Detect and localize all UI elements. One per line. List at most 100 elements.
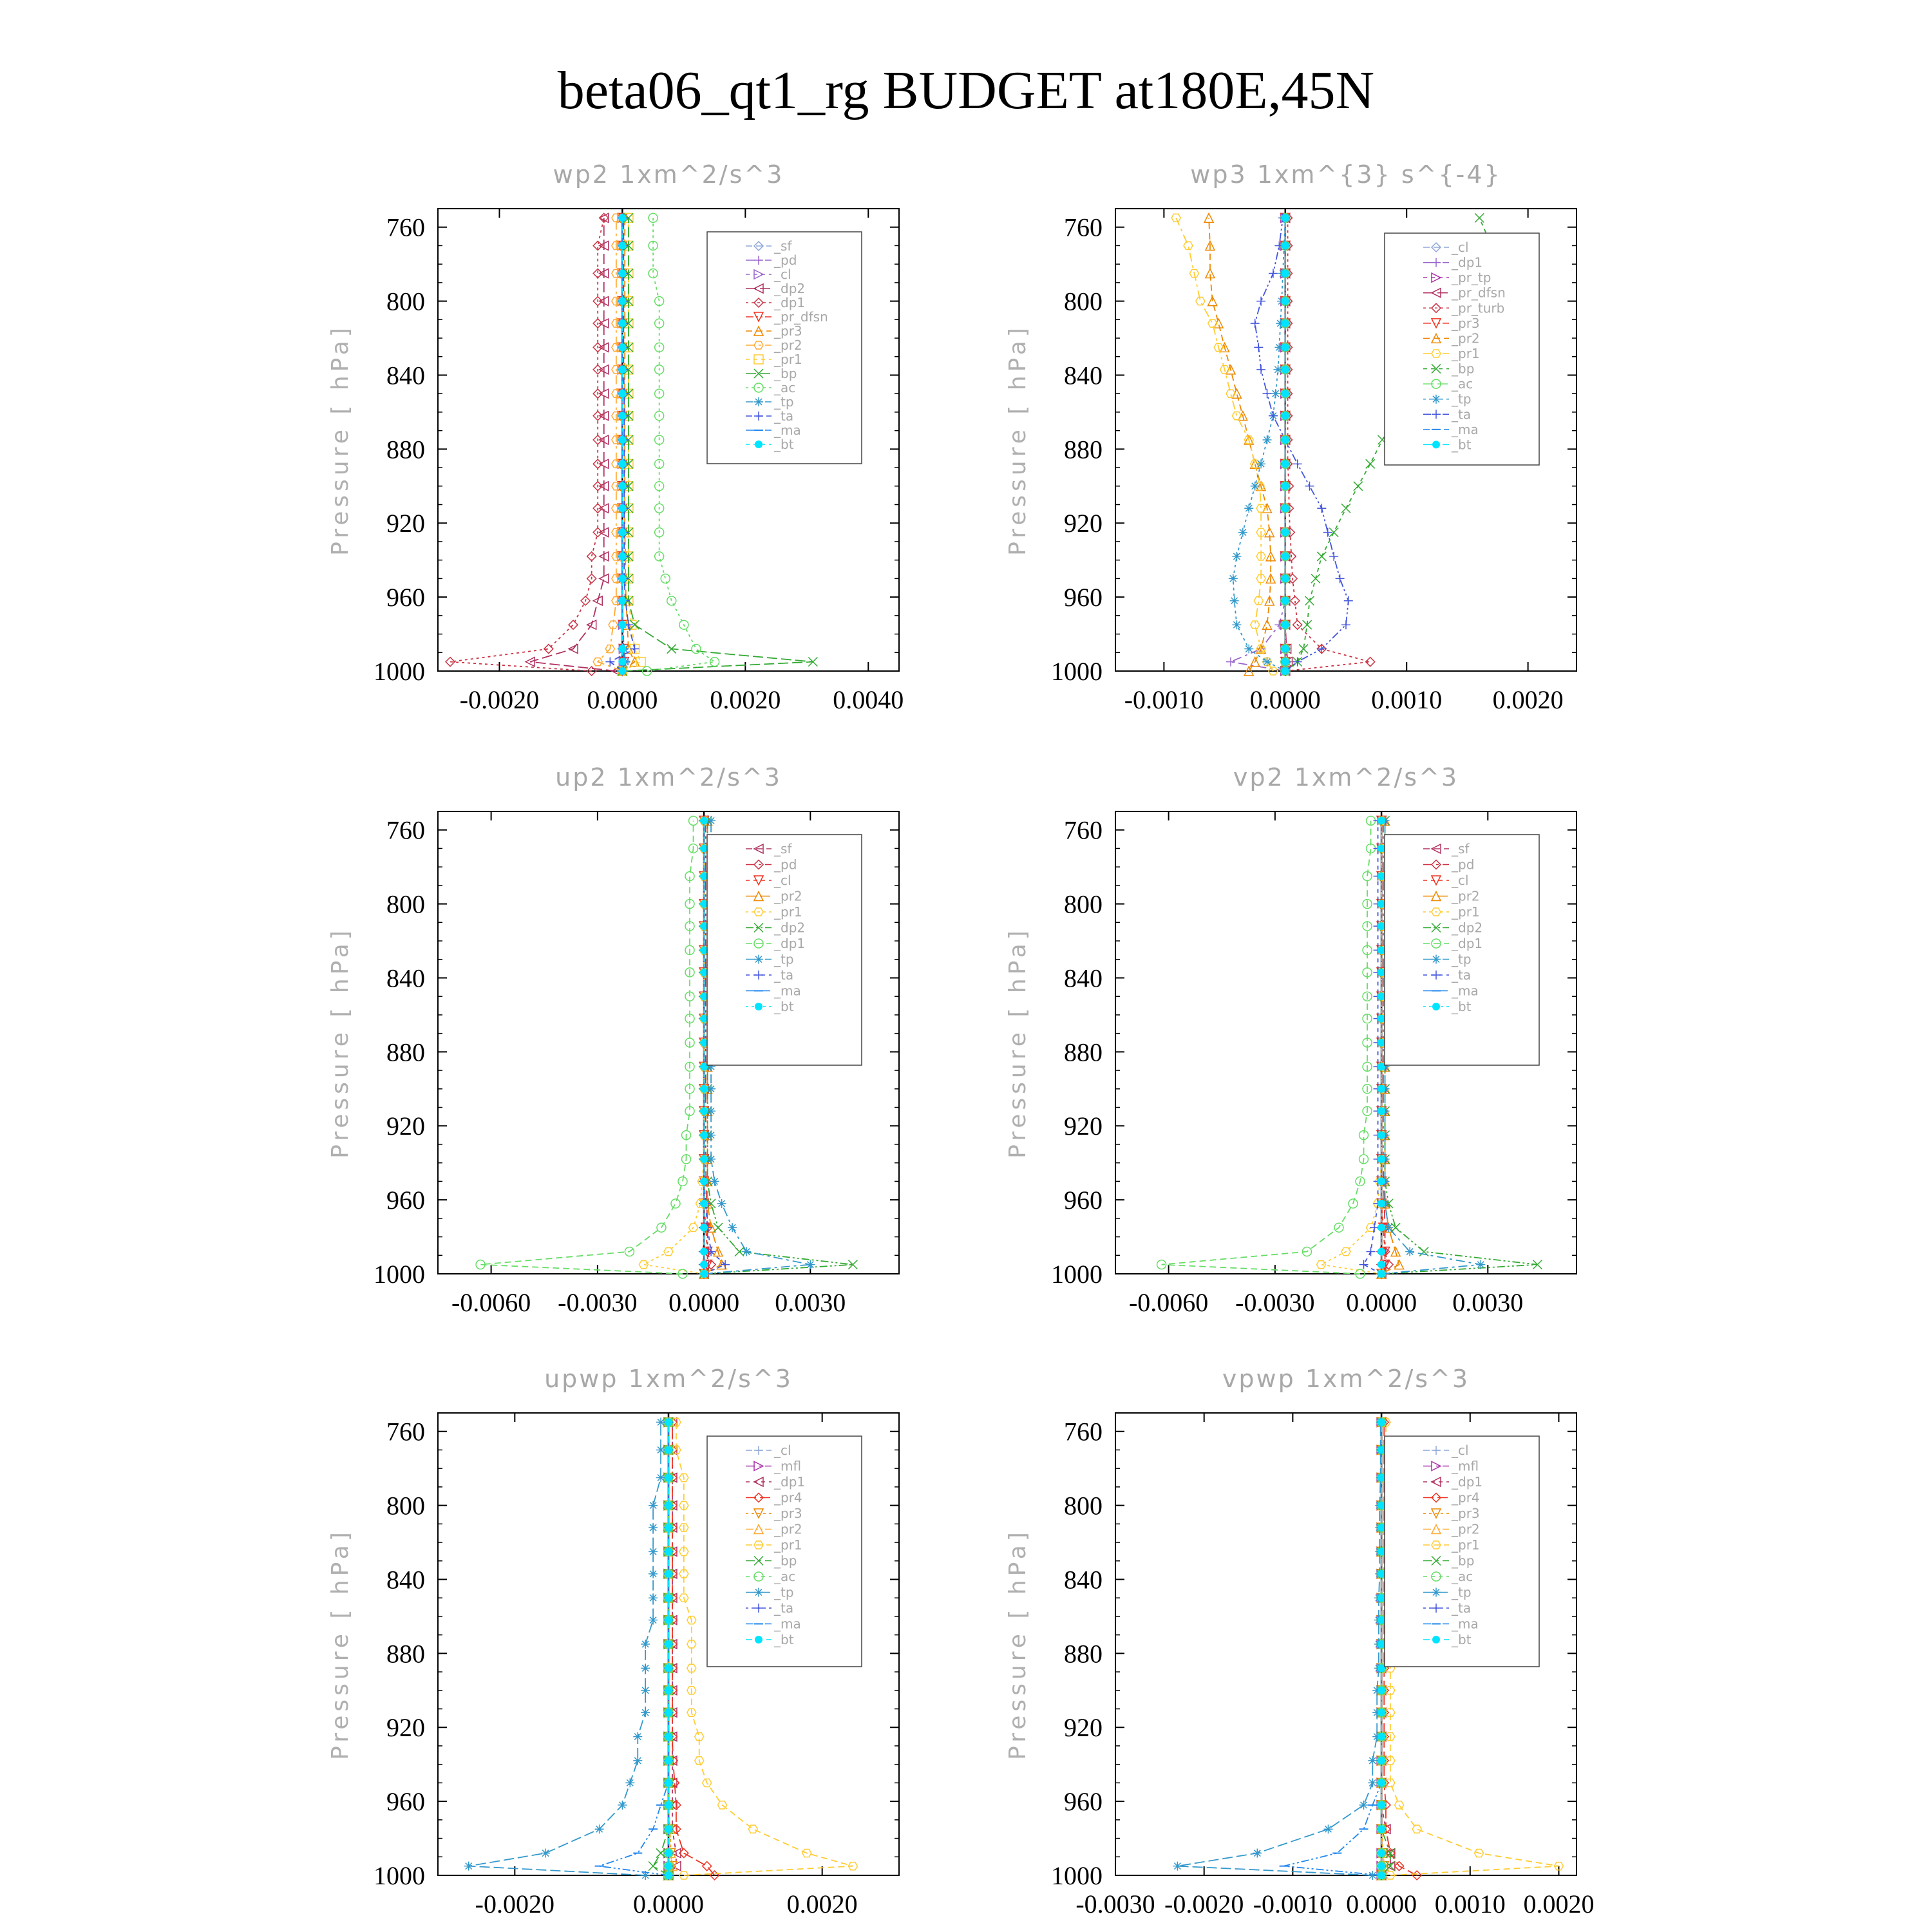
data-point [1292, 620, 1303, 630]
data-point [665, 1501, 672, 1510]
data-point [598, 527, 609, 538]
legend-marker [1430, 332, 1442, 344]
data-point [592, 318, 603, 329]
legend-marker [753, 1555, 764, 1566]
legend-label: _pd [1451, 857, 1474, 873]
data-point [649, 1615, 658, 1625]
data-point [1256, 459, 1266, 469]
data-point [618, 390, 627, 398]
data-point [1378, 1039, 1386, 1046]
data-point [808, 657, 818, 667]
series-pr1 [638, 816, 709, 1278]
data-point [1281, 552, 1289, 560]
data-point [681, 1154, 692, 1164]
data-point [1378, 1107, 1386, 1115]
data-point [667, 644, 677, 654]
y-tick-label: 960 [386, 1186, 425, 1215]
series-bt [700, 817, 708, 1278]
legend-label: _pr_turb [1451, 300, 1504, 316]
legend-label: _pr1 [773, 1537, 802, 1553]
x-tick-label: -0.0020 [1164, 1889, 1244, 1918]
data-point [605, 657, 615, 667]
legend-marker [1432, 1003, 1440, 1010]
data-point [717, 1801, 728, 1810]
series-bt [618, 214, 627, 675]
data-point [700, 1247, 708, 1256]
data-point [848, 1861, 858, 1871]
data-point [1281, 412, 1289, 420]
series-line [599, 1422, 669, 1876]
data-point [677, 1269, 688, 1279]
data-point [1183, 241, 1193, 251]
data-point [641, 1663, 650, 1673]
series-line [1254, 218, 1349, 672]
series-line [1285, 217, 1493, 672]
data-point [598, 573, 609, 584]
data-point [1341, 1247, 1351, 1256]
data-point [618, 658, 627, 666]
series-line [647, 218, 716, 672]
legend-label: _pr1 [773, 904, 802, 920]
legend-label: _bp [773, 1553, 797, 1569]
data-point [1348, 1198, 1358, 1209]
data-point [665, 1849, 672, 1857]
data-point [1281, 621, 1289, 629]
legend-label: _dp1 [773, 936, 805, 951]
data-point [656, 1473, 666, 1482]
legend-marker [753, 269, 764, 280]
data-point [598, 459, 609, 469]
series-ma [1279, 1421, 1387, 1876]
data-point [1341, 620, 1350, 630]
data-point [649, 1547, 658, 1557]
data-point [654, 551, 665, 562]
legend-label: _sf [1451, 841, 1470, 857]
legend-marker [753, 341, 764, 350]
legend-label: _pr3 [773, 1506, 802, 1521]
y-tick-label: 920 [386, 509, 425, 538]
data-point [1474, 213, 1484, 223]
data-point [1262, 502, 1273, 514]
y-tick-label: 840 [386, 963, 425, 992]
data-point [677, 1176, 688, 1187]
data-point [1276, 319, 1285, 328]
data-point [611, 504, 621, 513]
y-axis-label: Pressure [ hPa] [1005, 927, 1031, 1159]
panel-title: wp3 1xm^{3} s^{-4} [1190, 160, 1501, 189]
y-tick-label: 960 [1064, 583, 1103, 612]
legend: _sf_pd_cl_pr2_pr1_dp2_dp1_tp_ta_ma_bt [1384, 834, 1540, 1066]
panel-title: vpwp 1xm^2/s^3 [1222, 1365, 1470, 1393]
data-point [605, 644, 616, 654]
x-tick-label: 0.0030 [1452, 1288, 1523, 1317]
legend-marker [753, 383, 764, 393]
data-point [611, 269, 621, 278]
series-line [480, 820, 694, 1274]
data-point [679, 1569, 689, 1578]
legend-marker [1430, 890, 1442, 902]
y-tick-label: 1000 [1051, 1260, 1103, 1289]
series-ac [641, 213, 720, 676]
data-point [678, 1848, 689, 1859]
legend-label: _bt [773, 999, 794, 1014]
panel-title: vp2 1xm^2/s^3 [1233, 763, 1459, 791]
data-point [592, 240, 603, 251]
data-point [1249, 656, 1260, 667]
data-point [598, 296, 609, 307]
data-point [1229, 596, 1239, 605]
data-point [1362, 991, 1372, 1001]
data-point [665, 1640, 672, 1648]
data-point [700, 1270, 708, 1278]
data-point [1244, 435, 1255, 444]
legend-box [1384, 232, 1540, 466]
data-point [721, 1260, 730, 1269]
legend-marker [1431, 379, 1441, 389]
data-point [1231, 411, 1242, 421]
legend-marker [1430, 875, 1442, 886]
legend-label: _pr_dfsn [1451, 285, 1506, 301]
legend-marker [754, 1446, 763, 1455]
data-point [1311, 573, 1321, 583]
data-point [734, 1247, 744, 1257]
data-point [1262, 389, 1272, 399]
legend-marker [753, 1571, 764, 1582]
legend-label: _pr3 [1451, 316, 1480, 331]
data-point [592, 296, 603, 307]
